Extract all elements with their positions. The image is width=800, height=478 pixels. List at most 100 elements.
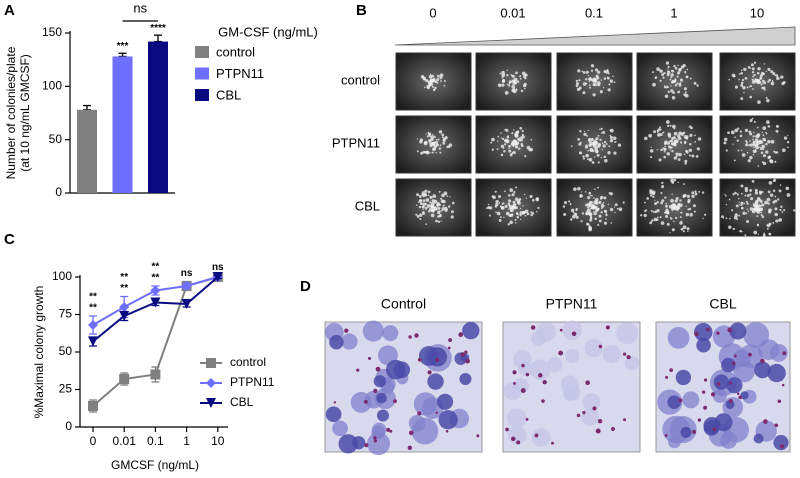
granule: [597, 418, 603, 424]
granule: [731, 361, 736, 366]
speckle: [688, 126, 690, 128]
speckle: [692, 204, 696, 208]
y-tick-label: 150: [42, 25, 62, 39]
speckle: [723, 137, 728, 142]
speckle: [649, 149, 654, 153]
speckle: [508, 204, 512, 208]
speckle: [760, 83, 763, 86]
speckle: [733, 159, 736, 162]
speckle: [605, 143, 608, 145]
speckle: [732, 227, 735, 231]
speckle: [515, 71, 518, 75]
granule: [595, 428, 601, 434]
speckle: [431, 142, 434, 145]
speckle: [762, 134, 765, 137]
speckle: [513, 129, 515, 131]
speckle: [613, 206, 616, 208]
marker: [119, 302, 130, 312]
granule: [538, 373, 543, 378]
speckle: [670, 139, 674, 143]
speckle: [504, 90, 509, 95]
speckle: [773, 178, 777, 182]
speckle: [728, 198, 731, 201]
bracket-label: ns: [133, 0, 147, 15]
speckle: [587, 129, 589, 132]
speckle: [725, 149, 728, 152]
speckle: [570, 208, 575, 213]
speckle: [775, 219, 779, 223]
speckle: [449, 196, 451, 198]
granule: [716, 382, 721, 386]
speckle: [685, 75, 689, 79]
speckle: [429, 207, 433, 212]
cell: [581, 408, 599, 426]
speckle: [752, 207, 756, 212]
speckle: [579, 130, 582, 133]
speckle: [521, 211, 525, 215]
y-axis-label: Number of colonies/plate: [4, 46, 18, 179]
cell: [565, 348, 580, 364]
speckle: [526, 212, 530, 216]
speckle: [689, 133, 693, 137]
speckle: [431, 79, 435, 83]
speckle: [739, 73, 741, 75]
speckle: [425, 150, 430, 155]
speckle: [669, 231, 671, 234]
speckle: [432, 143, 435, 146]
legend-label: PTPN11: [230, 375, 275, 389]
speckle: [668, 65, 670, 68]
speckle: [425, 223, 428, 226]
cell: [332, 420, 348, 437]
speckle: [580, 191, 583, 193]
speckle: [650, 146, 652, 149]
speckle: [756, 79, 760, 83]
speckle: [780, 75, 784, 79]
speckle: [435, 139, 438, 141]
speckle: [753, 61, 757, 64]
speckle: [507, 202, 511, 206]
speckle: [499, 72, 502, 75]
speckle: [519, 75, 522, 78]
granule: [417, 357, 422, 362]
speckle: [518, 138, 522, 142]
speckle: [739, 130, 743, 133]
speckle: [501, 206, 504, 210]
speckle: [752, 135, 755, 138]
speckle: [689, 77, 692, 80]
speckle: [671, 142, 675, 146]
speckle: [669, 149, 671, 151]
granule: [774, 423, 779, 427]
speckle: [609, 138, 614, 143]
speckle: [441, 206, 446, 211]
speckle: [520, 89, 524, 93]
speckle: [501, 203, 503, 205]
speckle: [749, 193, 752, 196]
speckle: [618, 207, 623, 212]
speckle: [605, 212, 608, 215]
speckle: [431, 151, 434, 154]
speckle: [659, 79, 662, 82]
marker: [212, 272, 223, 282]
speckle: [775, 151, 779, 154]
speckle: [601, 142, 604, 145]
speckle: [745, 200, 748, 204]
speckle: [590, 64, 595, 68]
speckle: [589, 86, 592, 89]
granule: [530, 325, 536, 330]
cell: [371, 425, 386, 440]
speckle: [734, 136, 736, 138]
speckle: [589, 218, 593, 222]
speckle: [562, 205, 566, 208]
speckle: [505, 129, 509, 132]
speckle: [597, 81, 601, 85]
speckle: [666, 73, 670, 77]
x-tick-label: 0.01: [113, 434, 137, 448]
speckle: [750, 63, 754, 67]
speckle: [435, 219, 438, 223]
granule: [665, 375, 669, 379]
nucleus: [329, 335, 344, 350]
speckle: [602, 144, 606, 148]
speckle: [594, 139, 596, 141]
cell: [562, 386, 578, 401]
